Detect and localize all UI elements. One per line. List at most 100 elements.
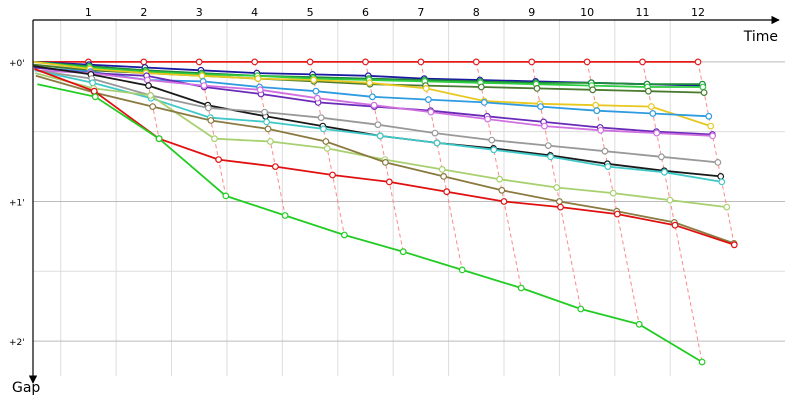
data-point	[320, 125, 327, 133]
axes: Time Gap	[12, 15, 780, 396]
data-point	[272, 163, 279, 171]
data-point	[648, 103, 655, 110]
data-point	[422, 84, 430, 92]
data-point	[490, 146, 498, 154]
x-tick-label: 9	[528, 6, 535, 19]
series-line	[37, 83, 703, 363]
series-group	[34, 69, 716, 140]
data-point	[547, 153, 554, 161]
data-point	[322, 138, 330, 145]
x-tick-label: 12	[691, 6, 705, 19]
data-point	[577, 305, 585, 313]
data-point	[374, 121, 382, 129]
data-point	[556, 198, 563, 205]
data-point	[553, 184, 561, 191]
x-tick-label: 1	[85, 6, 92, 19]
data-point	[604, 163, 612, 171]
lap-connector-line	[198, 61, 227, 196]
data-point	[427, 108, 435, 116]
data-point	[477, 83, 485, 91]
data-point	[89, 79, 96, 87]
x-tick-label: 4	[251, 6, 258, 19]
data-point	[140, 58, 148, 66]
data-point	[323, 144, 331, 152]
data-point	[694, 58, 702, 66]
data-point	[198, 72, 206, 80]
x-tick-label: 11	[636, 6, 650, 19]
data-point	[458, 266, 466, 274]
data-point	[215, 156, 223, 164]
data-point	[544, 142, 552, 150]
data-point	[533, 84, 541, 92]
data-point	[639, 58, 646, 66]
data-point	[528, 58, 536, 66]
data-point	[541, 122, 548, 130]
data-point	[488, 136, 496, 144]
data-point	[143, 76, 151, 84]
series-lines	[32, 58, 738, 366]
data-point	[440, 172, 448, 180]
series-group	[35, 74, 738, 247]
y-tick-label: +2'	[9, 338, 25, 348]
data-point	[91, 93, 99, 101]
data-point	[251, 58, 259, 66]
data-point	[443, 188, 451, 196]
data-point	[329, 171, 336, 179]
data-point	[261, 108, 269, 116]
data-point	[537, 103, 544, 110]
data-point	[666, 196, 674, 204]
data-point	[370, 101, 378, 109]
data-point	[707, 122, 715, 130]
data-point	[399, 248, 407, 256]
data-point	[145, 82, 152, 89]
data-point	[635, 320, 643, 328]
data-point	[369, 93, 376, 101]
data-point	[649, 110, 657, 117]
data-point	[310, 76, 318, 84]
x-tick-label: 7	[417, 6, 424, 19]
x-axis-label: Time	[743, 29, 778, 45]
x-tick-label: 6	[362, 6, 369, 19]
data-point	[717, 172, 725, 180]
data-point	[147, 91, 154, 99]
data-point	[609, 189, 617, 197]
x-tick-label: 3	[196, 6, 203, 19]
data-point	[597, 126, 605, 134]
y-tick-label: +0'	[9, 59, 25, 69]
data-point	[306, 58, 314, 66]
data-point	[207, 117, 215, 124]
data-point	[149, 103, 157, 110]
data-point	[645, 87, 652, 95]
y-axis-label: Gap	[12, 380, 40, 396]
data-point	[264, 125, 272, 133]
data-point	[699, 83, 707, 91]
data-point	[472, 58, 480, 66]
y-tick-label: +1'	[9, 198, 25, 208]
data-point	[709, 132, 716, 140]
data-point	[500, 198, 508, 205]
data-point	[256, 86, 264, 94]
data-point	[376, 132, 384, 140]
data-point	[613, 210, 621, 218]
data-point	[592, 101, 600, 109]
data-point	[653, 129, 661, 137]
data-point	[222, 192, 230, 200]
lap-connector-line	[420, 61, 463, 270]
x-tick-label: 8	[473, 6, 480, 19]
data-point	[425, 96, 432, 103]
data-point	[382, 158, 389, 166]
data-point	[484, 115, 492, 123]
data-point	[417, 58, 425, 66]
data-point	[601, 147, 609, 155]
data-point	[254, 75, 262, 82]
data-point	[661, 168, 668, 176]
data-point	[517, 284, 525, 292]
series-group	[37, 83, 706, 366]
data-point	[195, 58, 203, 66]
data-point	[341, 231, 348, 239]
data-point	[281, 212, 289, 219]
data-point	[705, 112, 713, 120]
x-tick-label: 5	[307, 6, 314, 19]
data-point	[267, 138, 274, 145]
